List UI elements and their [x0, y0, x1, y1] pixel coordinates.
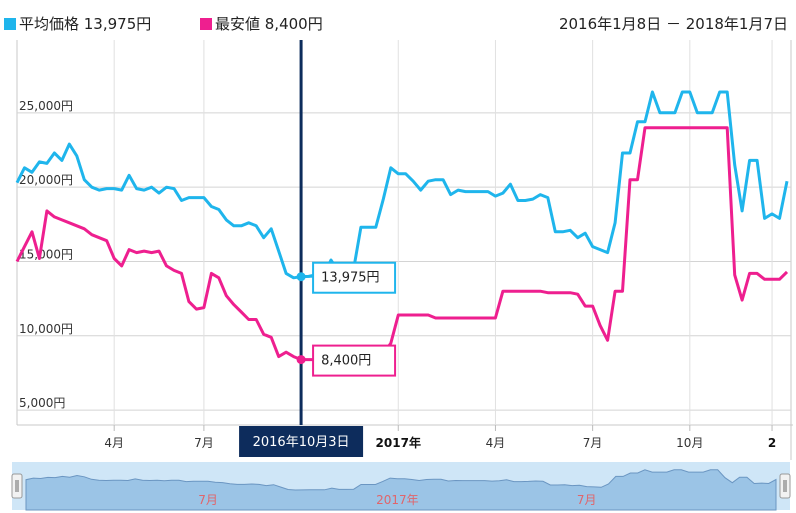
y-tick-label: 5,000円	[19, 396, 65, 410]
legend-swatch-lowest	[200, 18, 212, 30]
navigator-series-area	[25, 469, 777, 511]
x-tick-label: 10月	[676, 436, 703, 450]
crosshair-line	[299, 40, 303, 425]
series-line-average	[15, 90, 789, 280]
navigator-label: 7月	[577, 493, 597, 507]
crosshair-date-box	[239, 426, 364, 457]
legend-swatch-average	[4, 18, 16, 30]
average-tooltip-text: 13,975円	[321, 271, 380, 286]
lowest-tooltip-box	[312, 344, 397, 377]
legend-item-lowest[interactable]: 最安値 8,400円	[200, 13, 323, 34]
navigator-label: 7月	[198, 493, 218, 507]
legend-label-average: 平均価格 13,975円	[19, 15, 152, 33]
y-tick-label: 10,000円	[19, 322, 73, 336]
x-tick-label: 7月	[583, 436, 603, 450]
series-line-lowest	[15, 126, 789, 362]
navigator-handle-left[interactable]	[11, 473, 23, 499]
x-tick-label: 4月	[104, 436, 124, 450]
x-tick-label: 2	[768, 436, 776, 450]
date-range: 2016年1月8日 － 2018年1月7日	[558, 15, 788, 33]
legend-label-lowest: 最安値 8,400円	[215, 15, 323, 33]
y-tick-label: 25,000円	[19, 99, 73, 113]
crosshair-date-label: 2016年10月3日	[253, 435, 350, 450]
x-tick-label: 4月	[486, 436, 506, 450]
x-tick-label: 7月	[194, 436, 214, 450]
navigator-label: 2017年	[376, 493, 419, 507]
legend: 平均価格 13,975円 最安値 8,400円 2016年1月8日 － 2018…	[0, 0, 796, 36]
y-tick-label: 20,000円	[19, 173, 73, 187]
navigator-handle-right[interactable]	[779, 473, 791, 499]
average-tooltip-box	[312, 261, 397, 294]
lowest-tooltip-text: 8,400円	[321, 354, 371, 369]
x-tick-label: 2017年	[376, 435, 421, 450]
legend-item-average[interactable]: 平均価格 13,975円	[4, 13, 151, 34]
y-tick-label: 15,000円	[19, 247, 73, 261]
